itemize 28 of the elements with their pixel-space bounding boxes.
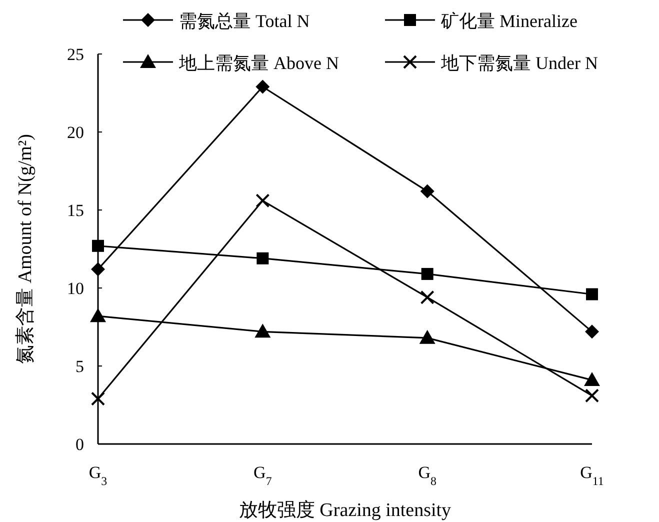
point — [91, 262, 105, 276]
y-tick-label: 10 — [67, 279, 84, 298]
y-axis-title: 氮素含量 Amount of N(g/m²) — [15, 134, 36, 364]
y-tick-label: 0 — [76, 435, 84, 454]
y-tick-label: 20 — [67, 123, 84, 142]
legend-label: 需氮总量 Total N — [179, 11, 310, 31]
point — [256, 252, 269, 264]
point — [419, 330, 436, 344]
x-tick-label: G$_{3}$ — [88, 463, 108, 488]
point — [585, 324, 599, 339]
point — [421, 268, 434, 280]
legend-label: 地上需氮量 Above N — [178, 53, 339, 73]
point — [256, 80, 270, 94]
point — [420, 184, 434, 198]
point — [584, 372, 600, 386]
legend-label: 地下需氮量 Under N — [440, 53, 598, 73]
x-tick-label: G$_{7}$ — [254, 463, 272, 488]
point — [254, 324, 271, 338]
x-axis-title: 放牧强度 Grazing intensity — [238, 499, 452, 521]
legend-label: 矿化量 Mineralize — [440, 11, 578, 31]
point — [92, 240, 104, 252]
y-tick-label: 5 — [76, 357, 84, 376]
x-tick-label: G$_{8}$ — [418, 463, 436, 488]
point — [90, 308, 106, 322]
y-tick-label: 25 — [67, 45, 84, 64]
x-tick-label: G$_{11}$ — [580, 463, 604, 488]
point — [586, 288, 598, 300]
y-tick-label: 15 — [67, 201, 84, 220]
